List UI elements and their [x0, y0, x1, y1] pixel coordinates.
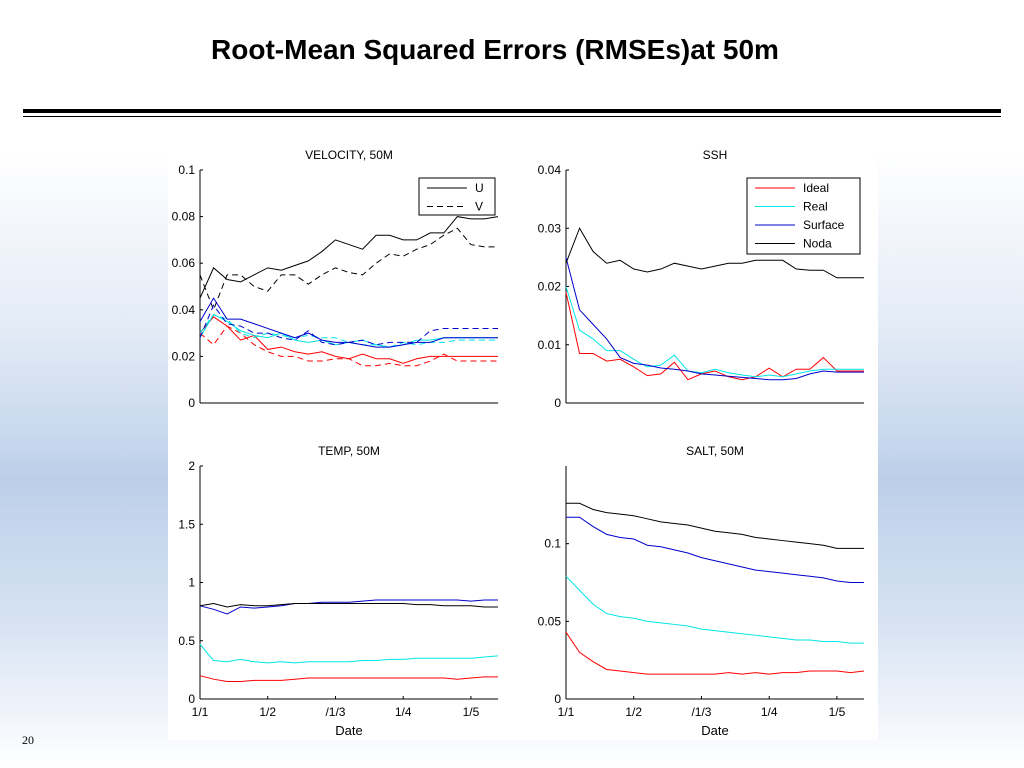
- temp-x-axis-label: Date: [335, 723, 362, 738]
- temp-y-tick-label: 1: [188, 576, 195, 590]
- velocity-series-v-7: [199, 304, 498, 346]
- velocity-legend-box: [418, 177, 496, 216]
- velocity-legend-label: U: [475, 181, 484, 195]
- temp-x-tick-label: 1/5: [463, 705, 480, 719]
- salt-x-tick-label: 1/1: [558, 705, 575, 719]
- ssh-series-ideal: [565, 292, 864, 381]
- ssh-legend-label: Ideal: [803, 181, 829, 195]
- temp-y-tick-label: 0: [188, 692, 195, 706]
- velocity-y-tick-label: 0.04: [172, 303, 196, 317]
- temp-panel: TEMP, 50M 0 0.5 1 1.5 2 1/1 1/2/1/3 1/4 1/5 Date: [178, 444, 499, 738]
- salt-x-tick-label: 1/4: [761, 705, 778, 719]
- velocity-series-v-3: [199, 325, 498, 367]
- temp-x-tick-label: /1/3: [325, 705, 345, 719]
- temp-series-line-0: [199, 675, 498, 683]
- salt-x-tick-label: 1/2: [625, 705, 642, 719]
- salt-series-line-0: [565, 631, 865, 675]
- temp-series-line-3: [199, 602, 498, 608]
- ssh-series-surface: [565, 257, 864, 381]
- temp-y-tick-label: 0.5: [178, 634, 195, 648]
- ssh-y-tick-label: 0.01: [538, 338, 562, 352]
- salt-series-line-1: [565, 575, 864, 644]
- velocity-legend-label: V: [475, 200, 483, 214]
- ssh-panel: SSH 0 0.01 0.02 0.03 0.04 Ideal Real Surface Noda: [538, 148, 864, 410]
- ssh-title: SSH: [703, 148, 728, 162]
- velocity-y-tick-label: 0: [188, 396, 195, 410]
- temp-title: TEMP, 50M: [318, 444, 380, 458]
- velocity-series-u-0: [199, 216, 499, 299]
- velocity-y-tick-label: 0.1: [178, 163, 195, 177]
- ssh-legend: Ideal Real Surface Noda: [746, 177, 861, 255]
- ssh-y-tick-label: 0.04: [538, 163, 562, 177]
- ssh-legend-label: Surface: [803, 218, 845, 232]
- velocity-series-u-2: [199, 316, 498, 364]
- ssh-y-tick-label: 0.03: [538, 221, 562, 235]
- ssh-series-noda: [565, 227, 864, 279]
- ssh-y-tick-label: 0: [554, 396, 561, 410]
- velocity-legend: UV: [418, 177, 496, 216]
- ssh-series-real: [565, 286, 864, 378]
- velocity-panel: VELOCITY, 50M 0 0.02 0.04 0.06 0.08 0.1 UV: [172, 148, 499, 410]
- ssh-legend-label: Noda: [803, 237, 832, 251]
- ssh-legend-box: [746, 177, 861, 255]
- temp-y-tick-label: 1.5: [178, 517, 195, 531]
- salt-y-tick-label: 0.1: [544, 537, 561, 551]
- velocity-y-tick-label: 0.02: [172, 349, 196, 363]
- salt-title: SALT, 50M: [686, 444, 744, 458]
- salt-panel: SALT, 50M 0 0.05 0.1 1/1 1/2/1/3 1/4 1/5 Date: [538, 444, 865, 738]
- velocity-series-v-1: [199, 227, 498, 312]
- page-number: 20: [22, 733, 34, 747]
- salt-y-tick-label: 0.05: [538, 614, 562, 628]
- velocity-title: VELOCITY, 50M: [305, 148, 393, 162]
- title-rule-thin: [23, 116, 1001, 117]
- temp-series-line-1: [199, 643, 499, 664]
- ssh-legend-label: Real: [803, 200, 828, 214]
- temp-x-tick-label: 1/1: [192, 705, 209, 719]
- velocity-y-tick-label: 0.08: [172, 210, 196, 224]
- temp-y-tick-label: 2: [188, 459, 195, 473]
- velocity-y-tick-label: 0.06: [172, 256, 196, 270]
- salt-x-axis-label: Date: [701, 723, 728, 738]
- ssh-y-tick-label: 0.02: [538, 280, 562, 294]
- title-rule-thick: [23, 109, 1001, 113]
- velocity-series-u-6: [199, 297, 498, 348]
- salt-x-tick-label: /1/3: [691, 705, 711, 719]
- temp-series-line-2: [199, 599, 498, 615]
- salt-series-line-2: [566, 516, 864, 583]
- salt-x-tick-label: 1/5: [829, 705, 846, 719]
- temp-x-tick-label: 1/2: [259, 705, 276, 719]
- salt-series-line-3: [566, 502, 864, 549]
- temp-x-tick-label: 1/4: [395, 705, 412, 719]
- slide-title: Root-Mean Squared Errors (RMSEs)at 50m: [211, 34, 779, 65]
- salt-y-tick-label: 0: [554, 692, 561, 706]
